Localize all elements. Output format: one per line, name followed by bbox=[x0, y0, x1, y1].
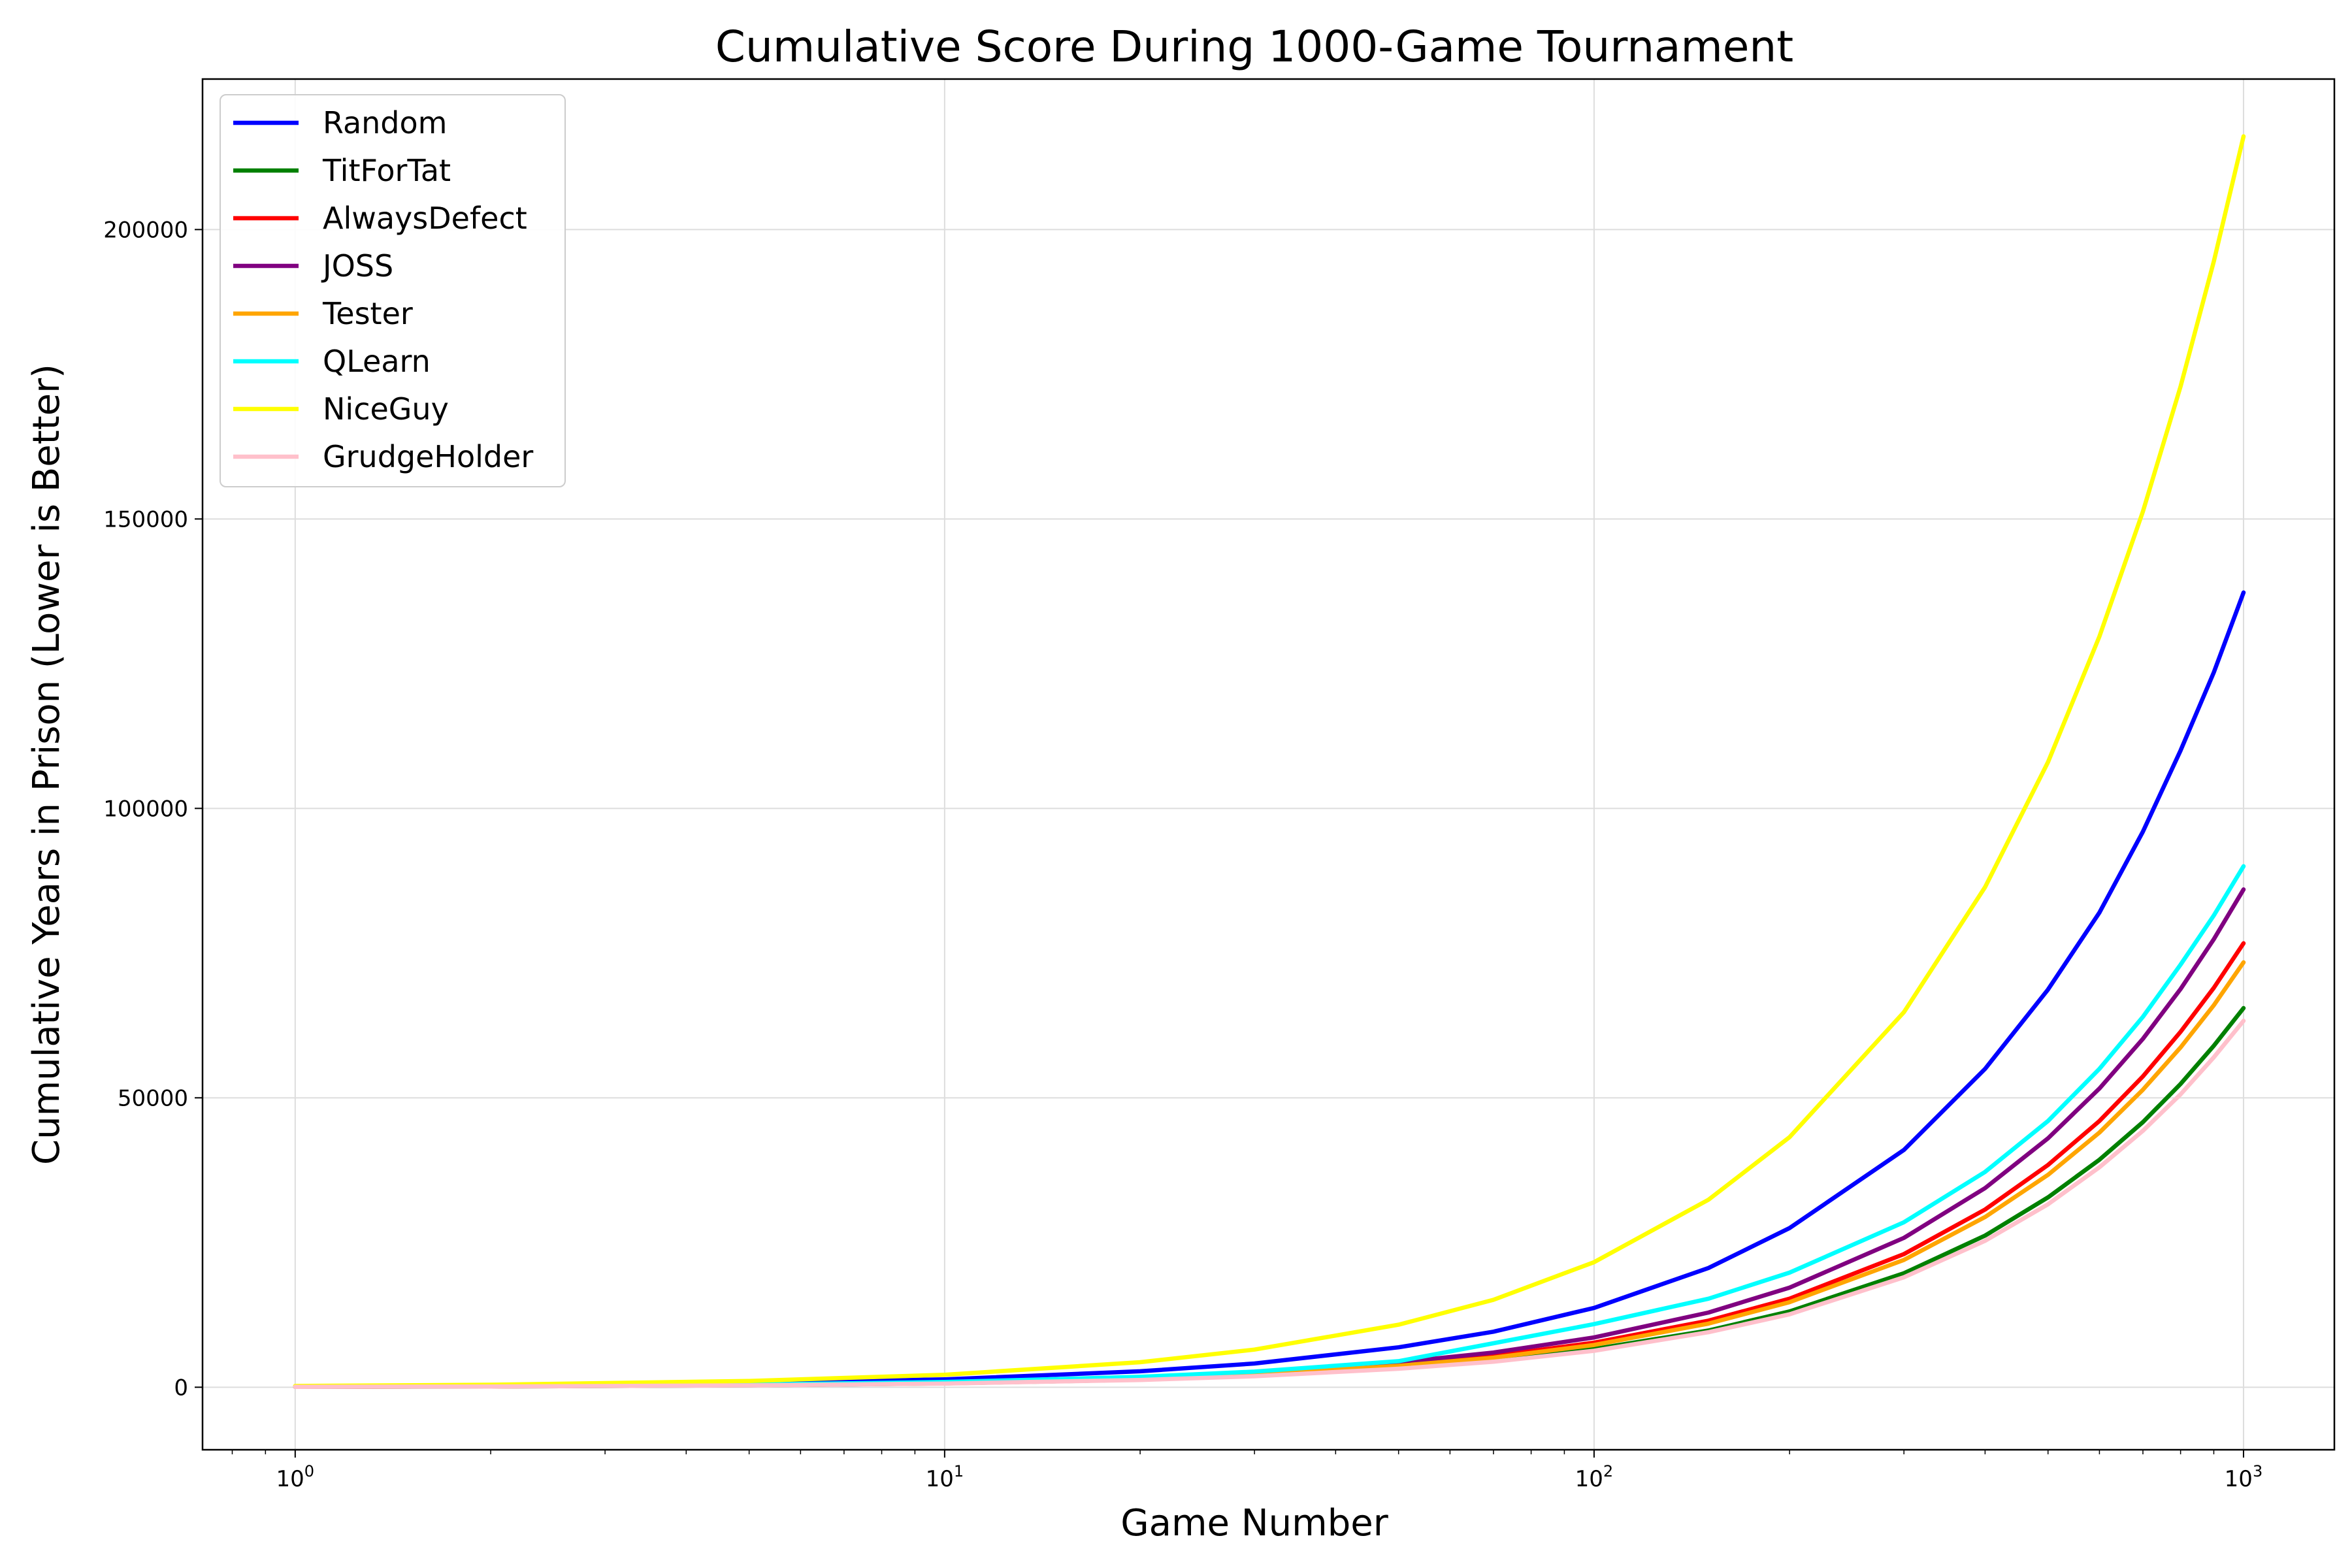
y-axis: 0 50000 100000 150000 200000 bbox=[103, 217, 203, 1401]
y-axis-label: Cumulative Years in Prison (Lower is Bet… bbox=[25, 364, 68, 1165]
legend-box bbox=[220, 94, 566, 487]
x-tick-label: 100 bbox=[276, 1462, 315, 1492]
legend-label: NiceGuy bbox=[323, 391, 449, 427]
x-tick-label: 101 bbox=[926, 1462, 964, 1492]
series-line-random bbox=[293, 590, 2246, 1389]
legend-label: QLearn bbox=[323, 344, 431, 379]
y-tick-label: 100000 bbox=[103, 796, 188, 822]
legend-label: JOSS bbox=[321, 248, 393, 284]
legend: Random TitForTat AlwaysDefect JOSS Tester QLe… bbox=[220, 94, 566, 487]
y-tick-label: 0 bbox=[174, 1375, 188, 1401]
x-tick-label: 103 bbox=[2225, 1462, 2263, 1492]
legend-label: AlwaysDefect bbox=[323, 201, 527, 236]
series-line-grudgeholder bbox=[293, 1019, 2246, 1390]
legend-label: TitForTat bbox=[322, 153, 451, 188]
x-axis-label: Game Number bbox=[1120, 1502, 1388, 1544]
y-tick-label: 50000 bbox=[118, 1085, 188, 1111]
series-lines bbox=[293, 134, 2246, 1390]
y-tick-label: 200000 bbox=[103, 217, 188, 243]
legend-label: GrudgeHolder bbox=[323, 439, 533, 474]
chart-title: Cumulative Score During 1000-Game Tourna… bbox=[715, 22, 1793, 72]
y-tick-label: 150000 bbox=[103, 506, 188, 532]
legend-label: Random bbox=[323, 105, 447, 140]
series-line-niceguy bbox=[293, 134, 2246, 1388]
legend-label: Tester bbox=[322, 296, 413, 331]
x-axis: 100 101 102 103 bbox=[231, 1450, 2263, 1492]
plot-frame bbox=[201, 78, 2336, 1451]
x-tick-label: 102 bbox=[1575, 1462, 1614, 1492]
